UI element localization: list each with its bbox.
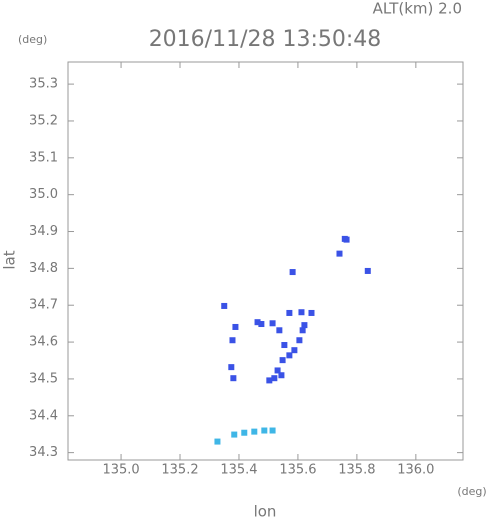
- echo-point: [228, 364, 235, 371]
- echo-point: [301, 322, 308, 329]
- echo-point: [261, 427, 268, 434]
- x-tick-label: 135.8: [338, 463, 375, 478]
- y-tick-label: 34.4: [29, 408, 58, 423]
- x-tick-label: 136.0: [397, 463, 434, 478]
- x-tick-label: 135.6: [279, 463, 316, 478]
- echo-point: [276, 327, 283, 334]
- y-tick-label: 34.6: [29, 335, 58, 350]
- x-tick-label: 135.2: [161, 463, 198, 478]
- y-tick-label: 35.1: [29, 150, 58, 165]
- echo-point: [281, 342, 288, 349]
- y-tick-label: 35.3: [29, 77, 58, 92]
- y-axis-label: lat: [1, 250, 19, 269]
- echo-point: [286, 352, 293, 359]
- echo-point: [271, 375, 278, 382]
- y-tick-label: 34.8: [29, 261, 58, 276]
- echo-point: [241, 429, 248, 436]
- plot-frame: [67, 61, 464, 461]
- echo-point: [296, 337, 303, 344]
- echo-point: [231, 431, 238, 438]
- echo-point: [298, 309, 305, 316]
- chart-title: 2016/11/28 13:50:48: [149, 27, 382, 52]
- echo-point: [258, 321, 265, 328]
- echo-point: [286, 309, 293, 316]
- y-tick-label: 35.0: [29, 187, 58, 202]
- echo-point: [266, 377, 273, 384]
- echo-point: [274, 367, 281, 374]
- x-tick-label: 135.4: [220, 463, 257, 478]
- echo-point: [299, 327, 306, 334]
- echo-point: [269, 427, 276, 434]
- echo-point: [251, 428, 258, 435]
- x-unit: (deg): [457, 485, 486, 498]
- chart-subtitle: ALT(km) 2.0: [373, 0, 462, 18]
- echo-point: [336, 250, 343, 257]
- x-axis-label: lon: [254, 503, 277, 521]
- echo-point: [343, 236, 350, 243]
- echo-point: [308, 309, 315, 316]
- echo-point: [289, 269, 296, 276]
- echo-point: [254, 319, 261, 326]
- x-tick-label: 135.0: [102, 463, 139, 478]
- echo-point: [291, 347, 298, 354]
- echo-point: [269, 320, 276, 327]
- y-tick-label: 35.2: [29, 113, 58, 128]
- y-tick-label: 34.7: [29, 298, 58, 313]
- echo-point: [279, 357, 286, 364]
- y-tick-label: 34.3: [29, 445, 58, 460]
- echo-point: [221, 302, 228, 309]
- echo-point: [232, 323, 239, 330]
- echo-point: [214, 438, 221, 445]
- y-tick-label: 34.9: [29, 224, 58, 239]
- y-tick-label: 34.5: [29, 371, 58, 386]
- echo-point: [278, 372, 285, 379]
- y-unit: (deg): [18, 33, 47, 46]
- echo-point: [364, 267, 371, 274]
- echo-point: [230, 375, 237, 382]
- echo-point: [229, 337, 236, 344]
